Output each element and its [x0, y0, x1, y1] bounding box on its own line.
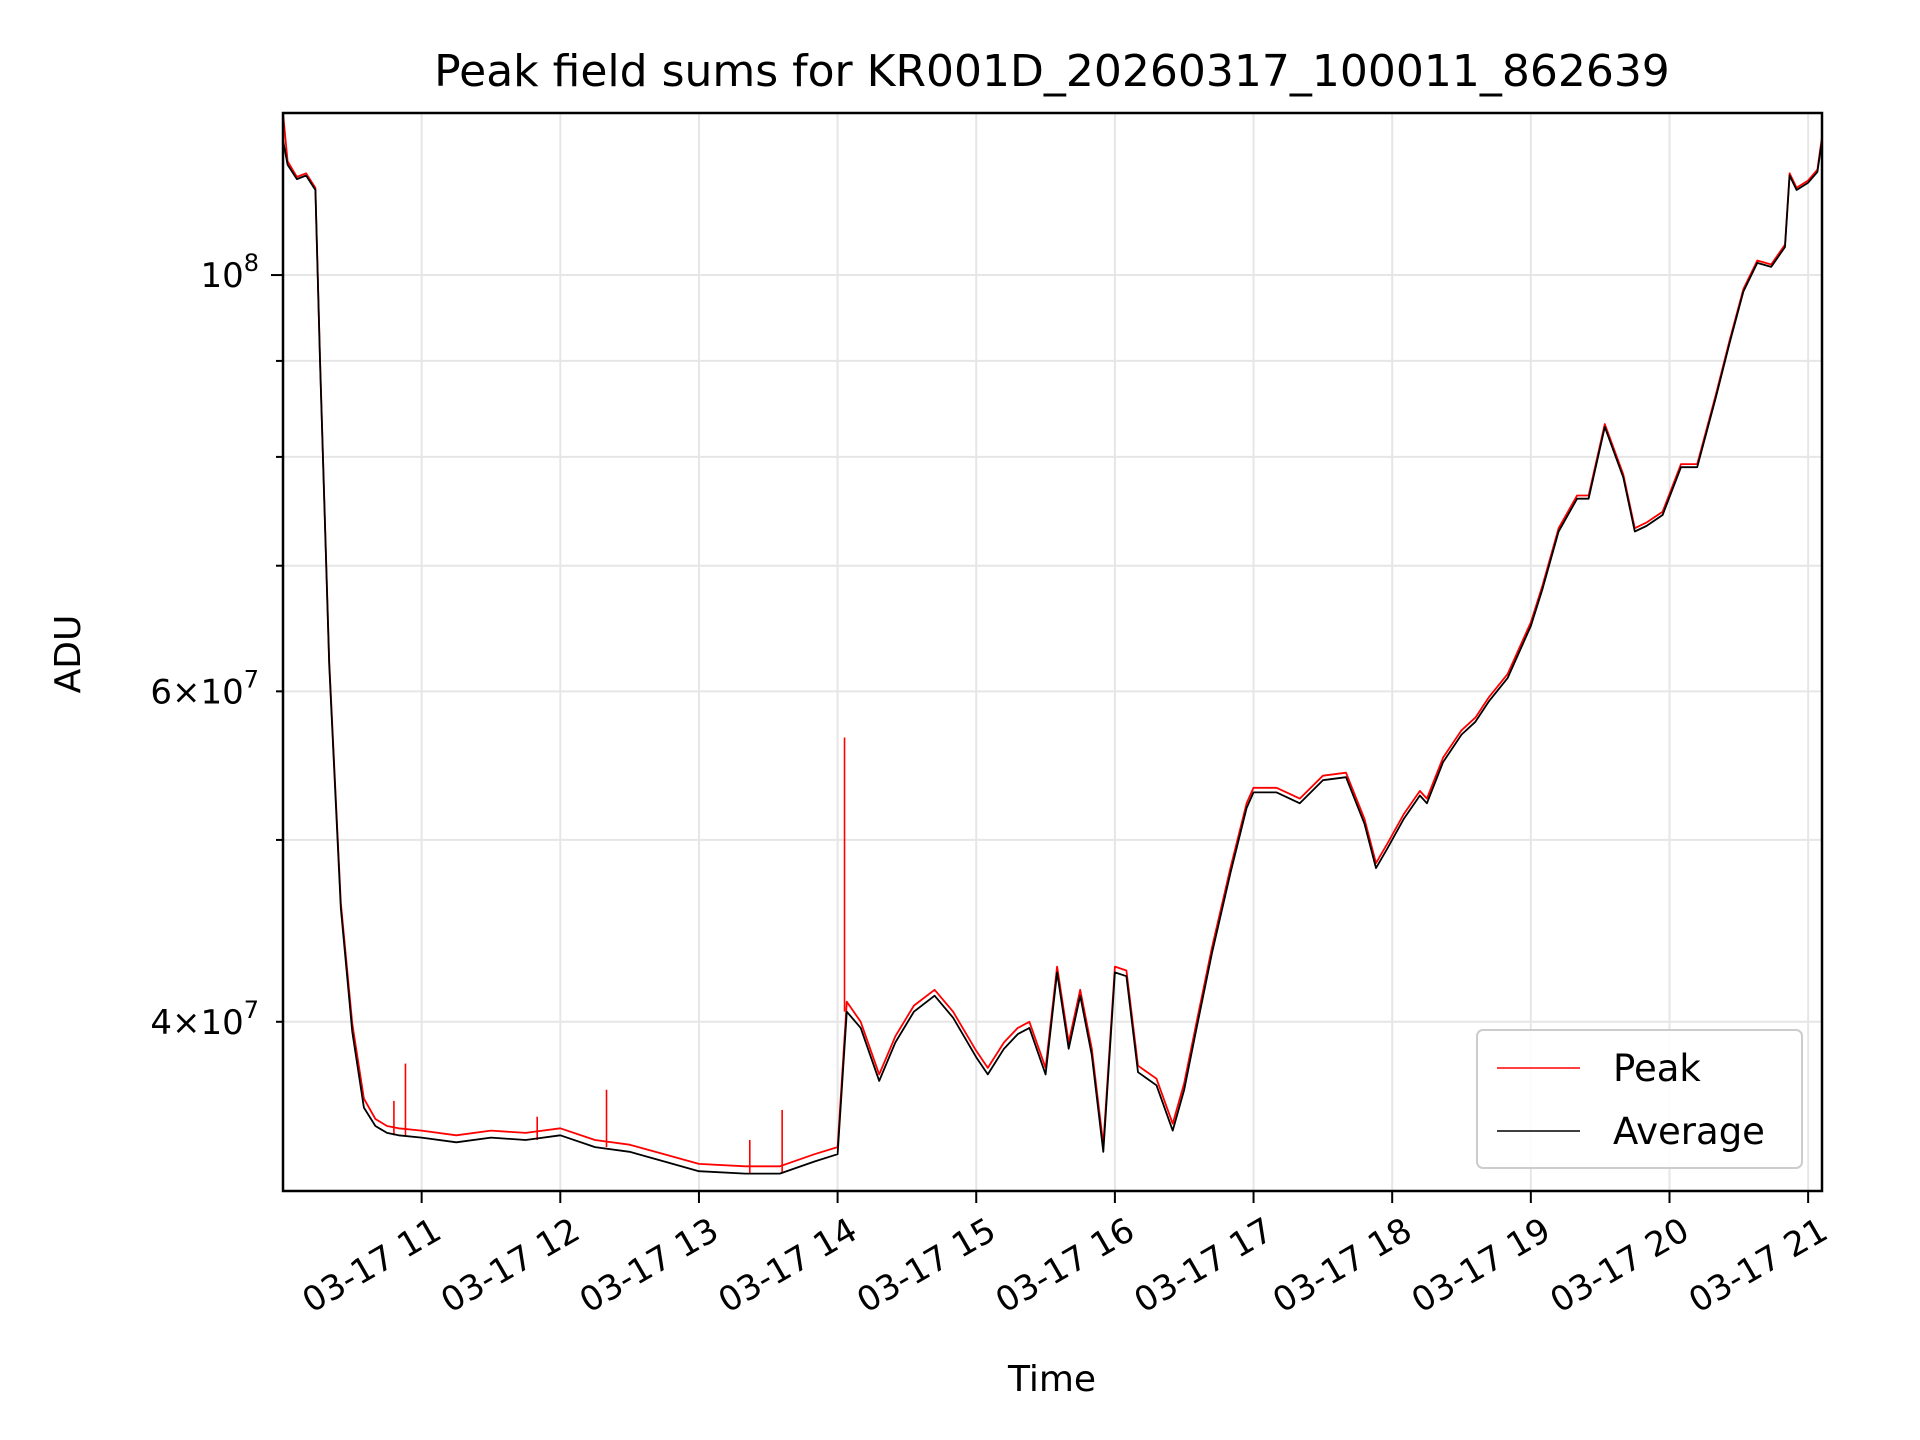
grid-layer	[283, 113, 1822, 1191]
legend-label-peak: Peak	[1613, 1047, 1701, 1090]
series-layer	[282, 112, 1823, 1175]
legend: Peak Average	[1476, 1029, 1803, 1169]
series-line-average	[282, 140, 1823, 1175]
legend-label-average: Average	[1613, 1110, 1765, 1153]
x-axis-label: Time	[1007, 1359, 1096, 1400]
legend-box	[1476, 1029, 1803, 1169]
y-tick-label: 108	[200, 249, 259, 296]
y-axis-label: ADU	[48, 615, 89, 694]
y-tick-label: 6×107	[150, 665, 259, 712]
chart-title: Peak field sums for KR001D_20260317_1000…	[434, 46, 1670, 97]
plot-frame	[281, 111, 1824, 1193]
y-tick-label: 4×107	[150, 996, 259, 1043]
